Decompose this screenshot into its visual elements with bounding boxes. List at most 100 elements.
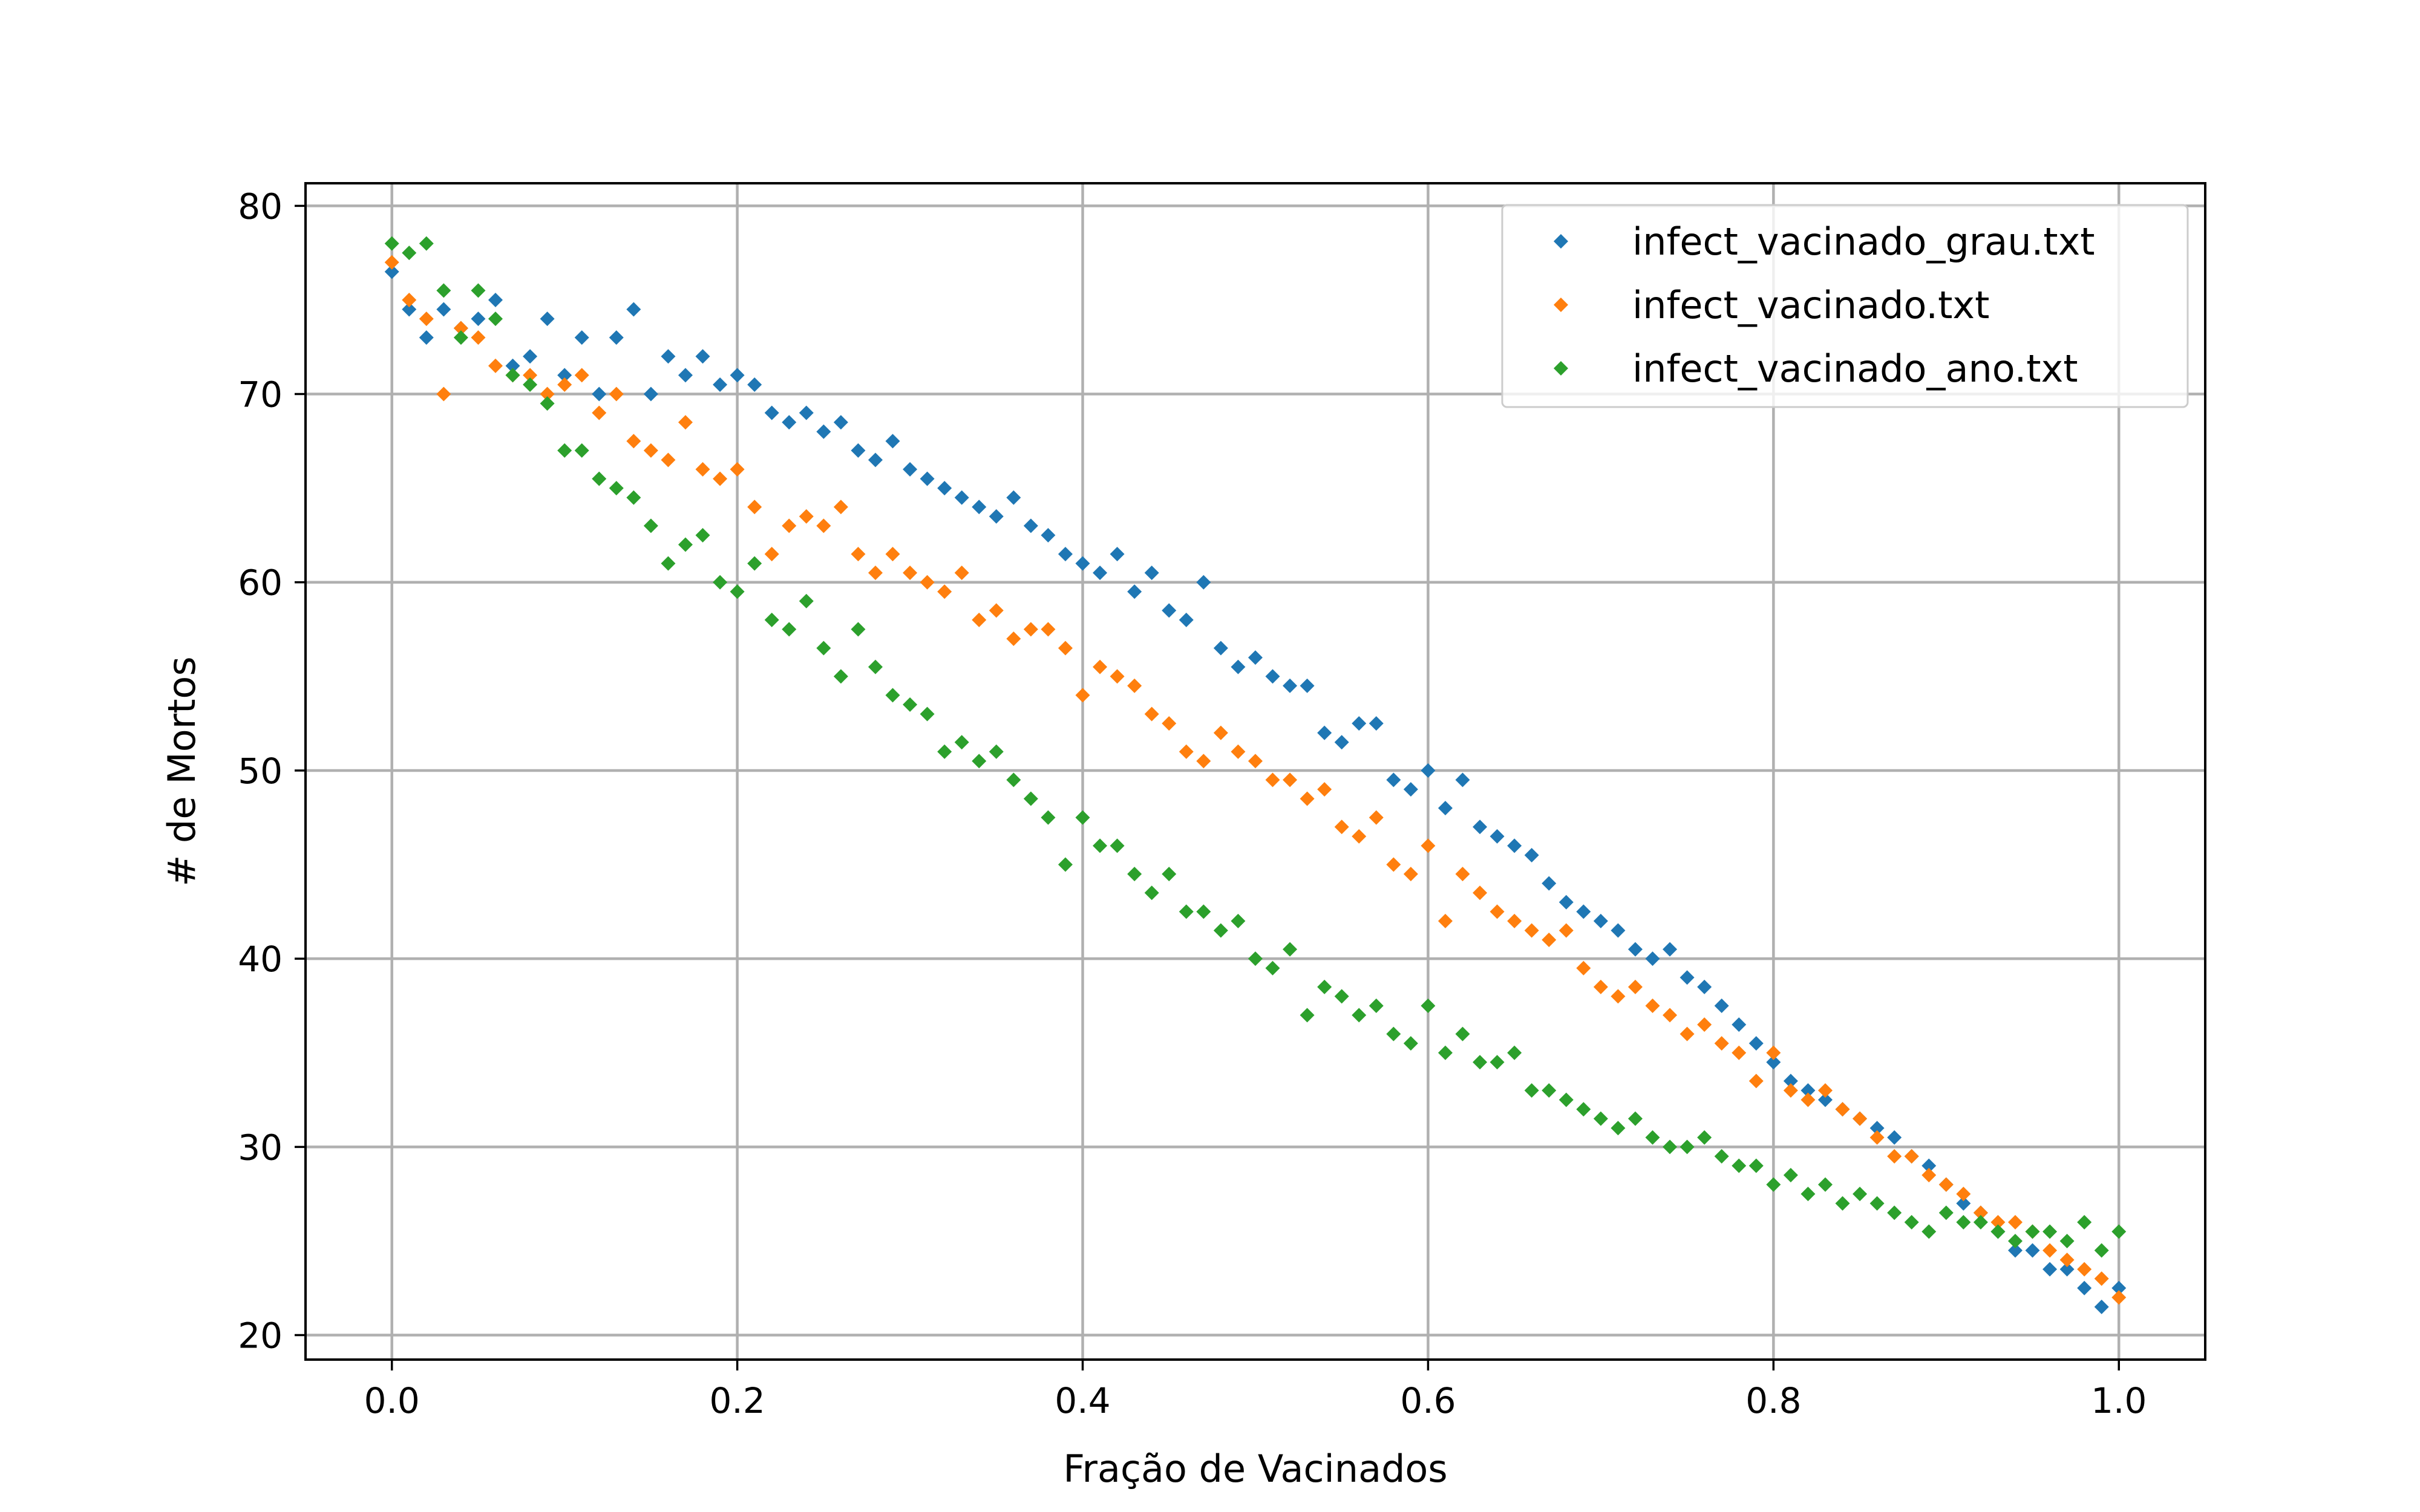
data-point xyxy=(384,264,399,279)
data-point xyxy=(1938,1205,1954,1220)
data-point xyxy=(1162,603,1177,618)
data-point xyxy=(1593,979,1608,994)
data-point xyxy=(1231,659,1246,674)
data-point xyxy=(695,349,710,364)
data-point xyxy=(1144,565,1159,581)
data-point xyxy=(1144,706,1159,722)
data-point xyxy=(1990,1224,2006,1239)
data-point xyxy=(730,462,745,477)
data-point xyxy=(1403,782,1418,797)
data-point xyxy=(1023,791,1038,806)
data-point xyxy=(1714,998,1729,1013)
data-point xyxy=(1162,867,1177,882)
data-point xyxy=(1593,1111,1608,1126)
data-point xyxy=(799,405,814,420)
data-point xyxy=(1628,1111,1643,1126)
data-point xyxy=(1611,989,1626,1004)
data-point xyxy=(1075,688,1090,703)
data-point xyxy=(1921,1224,1937,1239)
data-point xyxy=(2042,1262,2058,1277)
data-point xyxy=(1490,904,1505,919)
data-point xyxy=(1956,1187,1971,1202)
data-point xyxy=(1213,640,1228,656)
data-point xyxy=(747,500,762,515)
data-point xyxy=(609,481,624,496)
data-point xyxy=(2111,1224,2127,1239)
data-point xyxy=(1248,754,1263,769)
data-point xyxy=(1421,763,1436,778)
data-point xyxy=(523,368,538,383)
data-point xyxy=(903,462,918,477)
data-point xyxy=(523,377,538,392)
data-point xyxy=(730,368,745,383)
data-point xyxy=(1973,1205,1988,1220)
data-point xyxy=(1714,1036,1729,1051)
data-point xyxy=(1421,838,1436,853)
legend-marker xyxy=(1554,298,1568,312)
data-point xyxy=(747,556,762,571)
data-point xyxy=(816,518,831,533)
data-point xyxy=(1611,923,1626,938)
data-point xyxy=(799,509,814,524)
data-point xyxy=(1507,1045,1522,1060)
data-point xyxy=(747,377,762,392)
data-point xyxy=(1800,1187,1816,1202)
data-point xyxy=(764,612,779,627)
data-point xyxy=(1110,547,1125,562)
data-point xyxy=(402,292,417,307)
data-point xyxy=(1732,1158,1747,1173)
data-point xyxy=(1352,716,1367,731)
data-point xyxy=(1196,575,1211,590)
data-point xyxy=(471,283,486,298)
data-points xyxy=(384,236,2127,1314)
data-point xyxy=(592,386,607,402)
data-point xyxy=(1818,1092,1833,1107)
data-point xyxy=(816,640,831,656)
data-point xyxy=(1956,1214,1971,1230)
data-point xyxy=(1748,1158,1764,1173)
data-point xyxy=(833,500,848,515)
data-point xyxy=(1386,772,1401,787)
data-point xyxy=(730,584,745,599)
data-point xyxy=(2059,1262,2075,1277)
data-point xyxy=(1887,1149,1902,1164)
data-point xyxy=(1300,678,1315,693)
data-point xyxy=(1075,810,1090,825)
data-point xyxy=(1127,867,1142,882)
data-point xyxy=(1352,829,1367,844)
x-axis-label: Fração de Vacinados xyxy=(1063,1447,1447,1491)
data-point xyxy=(1231,744,1246,759)
data-point xyxy=(471,311,486,327)
data-point xyxy=(626,302,641,317)
data-point xyxy=(419,311,434,327)
legend-marker xyxy=(1554,234,1568,249)
data-point xyxy=(1438,1045,1453,1060)
data-point xyxy=(1732,1017,1747,1032)
data-point xyxy=(1576,960,1591,976)
data-point xyxy=(833,415,848,430)
data-point xyxy=(1196,754,1211,769)
legend-box xyxy=(1501,204,2189,408)
data-point xyxy=(402,302,417,317)
data-point xyxy=(989,744,1004,759)
data-point xyxy=(574,368,589,383)
data-point xyxy=(782,518,797,533)
data-point xyxy=(920,471,935,486)
data-point xyxy=(1248,650,1263,665)
data-point xyxy=(1283,772,1298,787)
data-point xyxy=(1766,1055,1781,1070)
data-point xyxy=(2111,1280,2127,1295)
y-tick-label: 30 xyxy=(238,1127,283,1168)
data-point xyxy=(1473,1055,1488,1070)
data-point xyxy=(2094,1299,2109,1314)
data-point xyxy=(1558,894,1574,910)
data-point xyxy=(954,490,969,505)
data-point xyxy=(1853,1111,1868,1126)
data-point xyxy=(1800,1083,1816,1098)
data-point xyxy=(1369,998,1384,1013)
data-point xyxy=(1369,716,1384,731)
x-tick-label: 0.4 xyxy=(1055,1380,1110,1421)
data-point xyxy=(1213,923,1228,938)
data-point xyxy=(1179,612,1194,627)
data-point xyxy=(1904,1214,1919,1230)
